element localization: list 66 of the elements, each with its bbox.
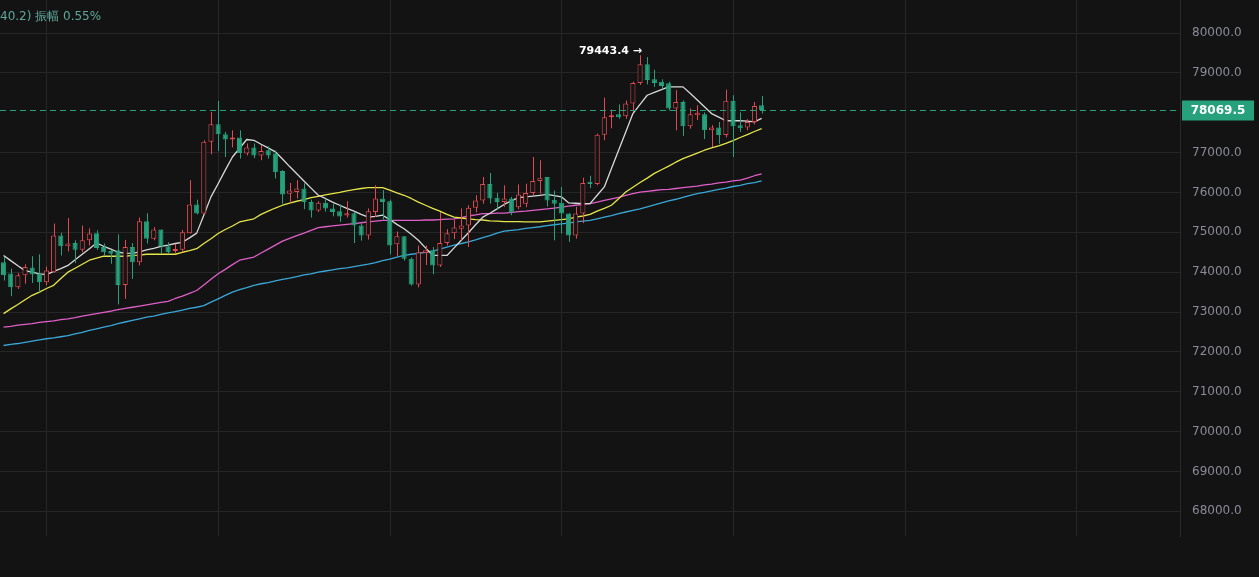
candlestick <box>144 212 150 244</box>
candlestick <box>72 239 78 264</box>
y-tick-label: 75000.0 <box>1192 224 1242 239</box>
y-tick-label: 74000.0 <box>1192 264 1242 279</box>
candlestick <box>29 255 35 284</box>
candlestick <box>79 225 85 253</box>
y-tick-label: 80000.0 <box>1192 25 1242 40</box>
candlestick <box>551 189 557 241</box>
candlestick <box>508 196 514 216</box>
candlestick <box>294 179 300 199</box>
candlestick <box>465 204 471 248</box>
candlestick <box>179 229 185 253</box>
candlestick <box>380 189 386 221</box>
candlestick <box>287 182 293 204</box>
candlestick <box>93 229 100 251</box>
annotation: 79443.4 → <box>578 44 643 58</box>
candlestick <box>565 212 572 243</box>
candlestick <box>644 56 650 85</box>
ref-line-label: 78069.5 <box>1190 102 1246 117</box>
candlestick <box>630 81 636 113</box>
candlestick <box>666 81 672 111</box>
candlestick <box>301 182 307 210</box>
candlestick <box>480 176 486 205</box>
candlestick <box>530 156 536 196</box>
candlestick <box>394 231 400 257</box>
candlestick <box>437 211 443 268</box>
annotation: 40.2) 振幅 0.55% <box>0 9 102 24</box>
candlestick <box>43 266 50 286</box>
candlestick <box>22 263 28 285</box>
y-tick-label: 73000.0 <box>1192 304 1242 319</box>
candlestick <box>272 149 278 180</box>
candlestick <box>129 242 135 280</box>
y-tick-label: 77000.0 <box>1192 144 1242 159</box>
candlestick <box>1 256 7 282</box>
candlestick <box>237 129 243 160</box>
candlestick <box>637 54 643 86</box>
candlestick <box>36 253 42 293</box>
candlestick <box>601 97 607 141</box>
candlestick <box>401 235 407 262</box>
candlestick <box>279 169 286 205</box>
candlestick <box>365 207 371 241</box>
candlestick <box>430 246 436 275</box>
candlestick <box>351 211 357 244</box>
y-tick-label: 76000.0 <box>1192 184 1242 199</box>
y-tick-label: 68000.0 <box>1192 503 1242 518</box>
candlestick <box>487 172 493 205</box>
candlestick <box>208 111 214 155</box>
candlestick <box>558 186 564 235</box>
y-tick-label: 69000.0 <box>1192 463 1242 478</box>
candlestick <box>372 184 379 218</box>
candlestick <box>408 256 414 287</box>
y-tick-label: 70000.0 <box>1192 423 1242 438</box>
candlestick <box>222 131 228 158</box>
candlestick <box>544 176 550 207</box>
y-tick-label: 71000.0 <box>1192 383 1242 398</box>
candlestick <box>515 184 522 210</box>
candlestick <box>65 217 71 252</box>
candlestick <box>8 268 14 297</box>
candlestick <box>537 159 543 195</box>
candlestick <box>501 184 507 208</box>
candlestick <box>422 244 429 266</box>
candlestick <box>573 206 579 240</box>
y-tick-label: 79000.0 <box>1192 65 1242 80</box>
candlestick <box>687 107 693 130</box>
y-tick-label: 72000.0 <box>1192 344 1242 359</box>
candlestick <box>523 183 529 208</box>
